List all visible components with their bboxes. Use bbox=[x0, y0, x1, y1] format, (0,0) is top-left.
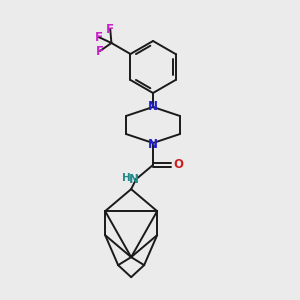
Text: N: N bbox=[129, 172, 139, 186]
Text: O: O bbox=[173, 158, 183, 172]
Text: F: F bbox=[95, 31, 103, 44]
Text: N: N bbox=[148, 137, 158, 151]
Text: N: N bbox=[148, 100, 158, 112]
Text: H: H bbox=[122, 173, 130, 183]
Text: F: F bbox=[96, 44, 104, 58]
Text: F: F bbox=[106, 22, 114, 36]
